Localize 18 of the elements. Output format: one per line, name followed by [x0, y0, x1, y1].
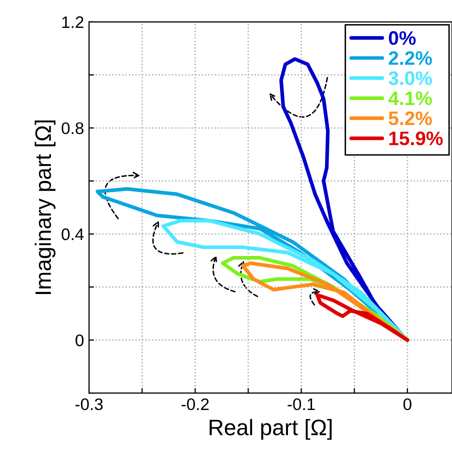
legend-label: 0%: [388, 31, 416, 45]
x-tick-label: -0.2: [182, 398, 209, 410]
legend-label: 2.2%: [388, 51, 432, 65]
y-axis-title: Imaginary part [Ω]: [34, 120, 56, 294]
y-tick-label: 0.4: [62, 228, 84, 240]
line-series: [315, 293, 410, 342]
legend-label: 5.2%: [388, 111, 432, 126]
line-series: [162, 218, 410, 342]
x-tick-label: -0.1: [288, 398, 315, 410]
x-tick-label: 0: [403, 398, 412, 410]
y-tick-label: 1.2: [62, 16, 84, 28]
x-tick-label: -0.3: [75, 398, 103, 410]
y-tick-label: 0.8: [62, 122, 84, 134]
x-axis-title: Real part [Ω]: [210, 419, 332, 440]
y-tick-label: 0: [76, 334, 84, 346]
legend-label: 15.9%: [389, 132, 443, 146]
legend-label: 4.1%: [388, 91, 432, 106]
legend-label: 3.0%: [388, 71, 432, 86]
